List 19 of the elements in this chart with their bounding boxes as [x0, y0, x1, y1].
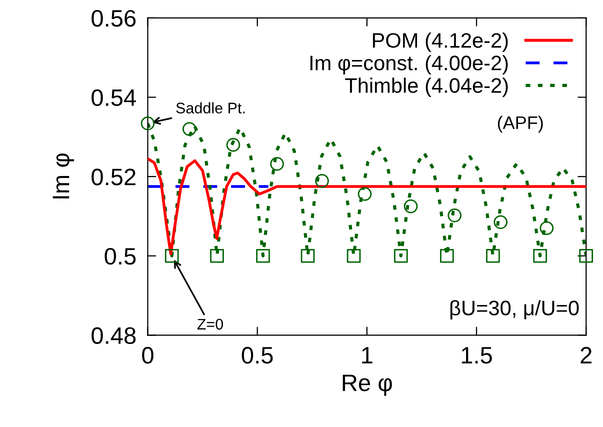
x-tick-label: 2	[580, 346, 592, 364]
annotation: Saddle Pt.	[176, 102, 245, 114]
y-tick-label: 0.52	[92, 168, 136, 186]
x-tick-label: 0.5	[242, 346, 273, 364]
x-axis-title: Re φ	[342, 374, 392, 396]
legend-label: POM (4.12e-2)	[372, 32, 508, 52]
x-tick-label: 0	[142, 346, 154, 364]
annotation: Z=0	[197, 318, 223, 330]
y-tick-label: 0.48	[92, 327, 136, 344]
legend-label: Thimble (4.04e-2)	[345, 78, 508, 98]
annotation: βU=30, μ/U=0	[450, 300, 579, 320]
x-tick-label: 1	[362, 347, 372, 364]
legend-label: Im φ=const. (4.00e-2)	[310, 55, 508, 74]
x-tick-label: 1.5	[462, 347, 492, 364]
y-tick-label: 0.54	[92, 89, 136, 106]
y-axis-title: Im φ	[52, 154, 74, 198]
y-tick-label: 0.56	[92, 10, 136, 27]
annotation: (APF)	[498, 116, 543, 133]
y-tick-label: 0.5	[104, 248, 136, 265]
